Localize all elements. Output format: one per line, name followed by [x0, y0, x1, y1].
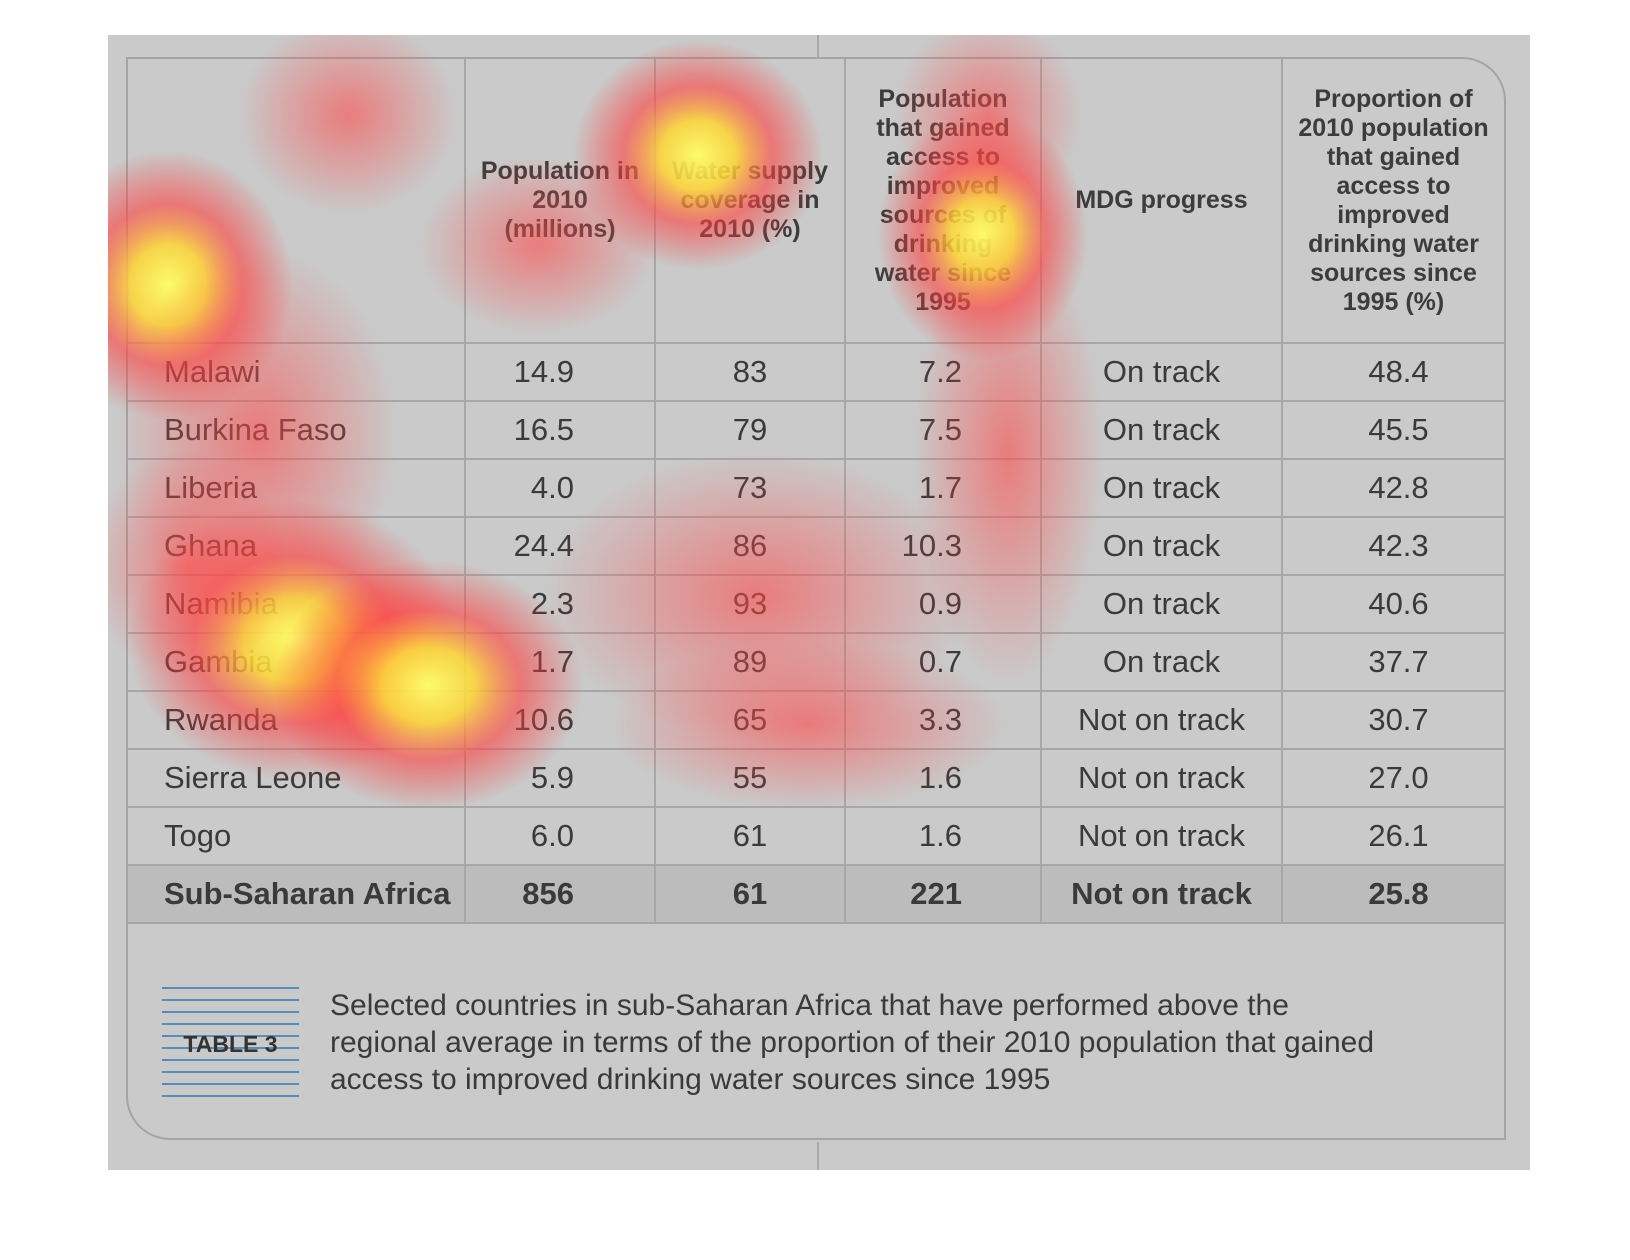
table-row: Sierra Leone 5.9 55 1.6 Not on track 27.0: [128, 748, 1504, 808]
cell-population: 16.5: [464, 400, 656, 460]
table-row: Rwanda 10.6 65 3.3 Not on track 30.7: [128, 690, 1504, 750]
cell-coverage: 55: [654, 748, 846, 808]
total-row: Sub-Saharan Africa 856 61 221 Not on track 25…: [128, 864, 1504, 924]
cell-proportion: 42.8: [1281, 458, 1504, 518]
cell-population: 2.3: [464, 574, 656, 634]
table-row: Burkina Faso 16.5 79 7.5 On track 45.5: [128, 400, 1504, 460]
cell-mdg-progress: On track: [1040, 632, 1283, 692]
fold-line-top: [817, 35, 819, 59]
cell-population: 1.7: [464, 632, 656, 692]
cell-coverage: 61: [654, 806, 846, 866]
cell-gained-access: 0.9: [844, 574, 1042, 634]
cell-gained-access: 3.3: [844, 690, 1042, 750]
cell-country: Liberia: [128, 458, 466, 518]
data-table: Population in 2010 (millions) Water supp…: [128, 59, 1504, 924]
cell-population: 6.0: [464, 806, 656, 866]
header-population: Population in 2010 (millions): [464, 59, 656, 344]
cell-country: Ghana: [128, 516, 466, 576]
cell-coverage: 79: [654, 400, 846, 460]
cell-country: Sierra Leone: [128, 748, 466, 808]
cell-population: 5.9: [464, 748, 656, 808]
cell-proportion: 45.5: [1281, 400, 1504, 460]
table-row: Liberia 4.0 73 1.7 On track 42.8: [128, 458, 1504, 518]
cell-gained-access: 1.6: [844, 748, 1042, 808]
cell-proportion: 26.1: [1281, 806, 1504, 866]
table-row: Namibia 2.3 93 0.9 On track 40.6: [128, 574, 1504, 634]
cell-mdg-progress: On track: [1040, 574, 1283, 634]
cell-proportion: 25.8: [1281, 864, 1504, 924]
cell-mdg-progress: On track: [1040, 400, 1283, 460]
cell-proportion: 30.7: [1281, 690, 1504, 750]
header-coverage: Water supply coverage in 2010 (%): [654, 59, 846, 344]
fold-line-bottom: [817, 1142, 819, 1170]
cell-country: Namibia: [128, 574, 466, 634]
cell-population: 856: [464, 864, 656, 924]
table-card: Population in 2010 (millions) Water supp…: [126, 57, 1506, 1140]
header-proportion: Proportion of 2010 population that gaine…: [1281, 59, 1504, 344]
cell-mdg-progress: On track: [1040, 342, 1283, 402]
cell-gained-access: 0.7: [844, 632, 1042, 692]
cell-population: 10.6: [464, 690, 656, 750]
table-row: Ghana 24.4 86 10.3 On track 42.3: [128, 516, 1504, 576]
caption-area: TABLE 3 Selected countries in sub-Sahara…: [128, 949, 1504, 1139]
cell-country: Sub-Saharan Africa: [128, 864, 466, 924]
cell-population: 24.4: [464, 516, 656, 576]
table-caption: Selected countries in sub-Saharan Africa…: [330, 989, 1375, 1096]
header-gained-access: Population that gained access to improve…: [844, 59, 1042, 344]
header-country: [128, 59, 466, 344]
table-tag: TABLE 3: [162, 987, 299, 1104]
table-body: Malawi 14.9 83 7.2 On track 48.4 Burkina Faso 1…: [128, 342, 1504, 924]
table-row: Malawi 14.9 83 7.2 On track 48.4: [128, 342, 1504, 402]
cell-country: Togo: [128, 806, 466, 866]
cell-proportion: 42.3: [1281, 516, 1504, 576]
table-row: Gambia 1.7 89 0.7 On track 37.7: [128, 632, 1504, 692]
header-row: Population in 2010 (millions) Water supp…: [128, 59, 1504, 344]
cell-country: Burkina Faso: [128, 400, 466, 460]
cell-gained-access: 7.5: [844, 400, 1042, 460]
cell-gained-access: 1.6: [844, 806, 1042, 866]
cell-coverage: 86: [654, 516, 846, 576]
table-tag-label: TABLE 3: [183, 1031, 278, 1057]
cell-coverage: 89: [654, 632, 846, 692]
cell-gained-access: 221: [844, 864, 1042, 924]
cell-gained-access: 10.3: [844, 516, 1042, 576]
cell-gained-access: 1.7: [844, 458, 1042, 518]
cell-country: Gambia: [128, 632, 466, 692]
cell-coverage: 61: [654, 864, 846, 924]
cell-coverage: 65: [654, 690, 846, 750]
cell-coverage: 93: [654, 574, 846, 634]
cell-country: Malawi: [128, 342, 466, 402]
cell-proportion: 40.6: [1281, 574, 1504, 634]
cell-mdg-progress: On track: [1040, 516, 1283, 576]
cell-coverage: 73: [654, 458, 846, 518]
cell-gained-access: 7.2: [844, 342, 1042, 402]
cell-proportion: 27.0: [1281, 748, 1504, 808]
cell-mdg-progress: On track: [1040, 458, 1283, 518]
cell-mdg-progress: Not on track: [1040, 690, 1283, 750]
cell-coverage: 83: [654, 342, 846, 402]
cell-population: 4.0: [464, 458, 656, 518]
table-tag-lines: [162, 987, 299, 1104]
cell-proportion: 48.4: [1281, 342, 1504, 402]
cell-mdg-progress: Not on track: [1040, 806, 1283, 866]
cell-proportion: 37.7: [1281, 632, 1504, 692]
table-row: Togo 6.0 61 1.6 Not on track 26.1: [128, 806, 1504, 866]
cell-population: 14.9: [464, 342, 656, 402]
header-mdg-progress: MDG progress: [1040, 59, 1283, 344]
cell-mdg-progress: Not on track: [1040, 748, 1283, 808]
cell-country: Rwanda: [128, 690, 466, 750]
cell-mdg-progress: Not on track: [1040, 864, 1283, 924]
